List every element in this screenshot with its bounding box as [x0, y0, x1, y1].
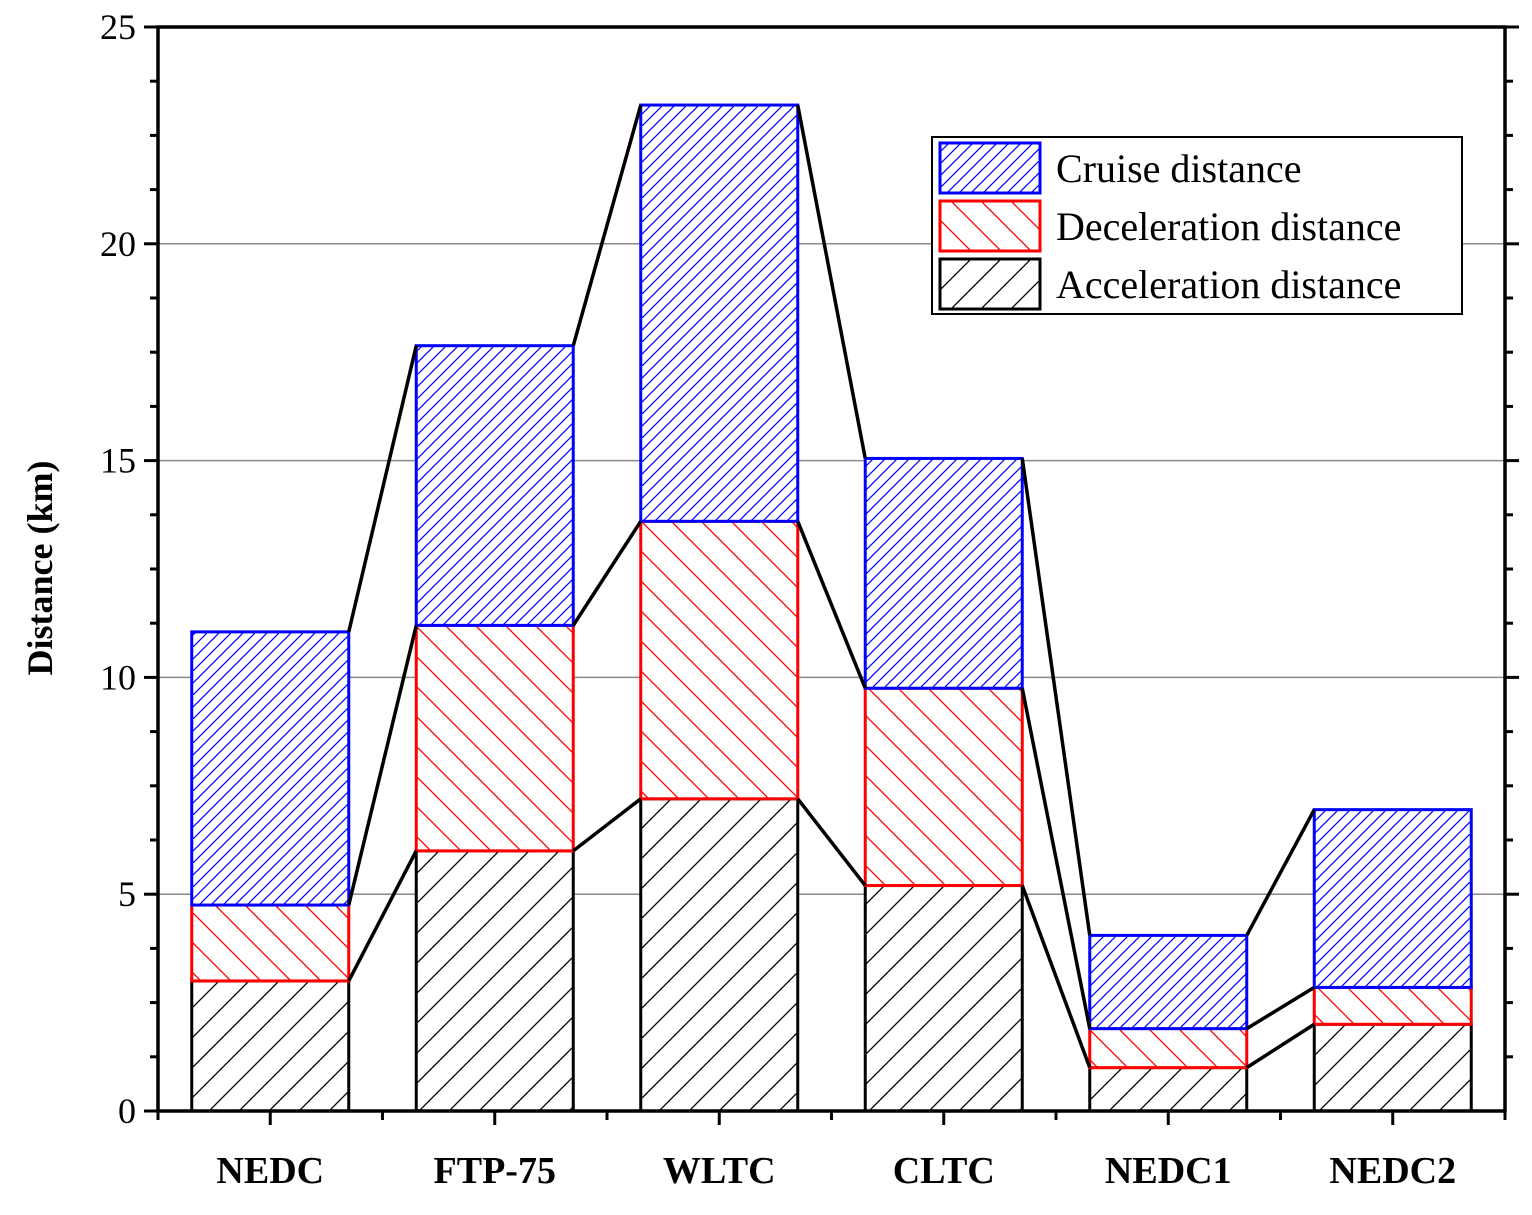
bar-segment-cruise-distance [639, 103, 800, 523]
x-tick-label: NEDC [216, 1150, 324, 1192]
bar-segment-deceleration-distance [190, 903, 351, 983]
connector-line [1245, 1022, 1316, 1070]
connector-line [571, 520, 643, 627]
bars [190, 103, 1473, 1113]
connector-line [1245, 808, 1316, 937]
axes [144, 25, 1519, 1125]
y-tick-label: 25 [100, 7, 136, 47]
y-tick-label: 0 [118, 1091, 136, 1131]
connector-line [347, 850, 418, 982]
x-tick-label: NEDC1 [1105, 1150, 1232, 1192]
connector-line [571, 104, 643, 347]
connector-line [347, 345, 418, 633]
bar-segment-acceleration-distance [190, 979, 351, 1113]
connector-line [796, 104, 867, 459]
connector-line [1020, 458, 1092, 936]
x-tick-label: WLTC [663, 1150, 776, 1192]
bar-segment-acceleration-distance [1088, 1066, 1249, 1113]
y-tick-label: 15 [100, 441, 136, 481]
gridlines [158, 243, 1505, 895]
legend-label: Deceleration distance [1056, 204, 1401, 249]
bar-segment-deceleration-distance [1312, 985, 1473, 1026]
bar-segment-cruise-distance [414, 344, 575, 627]
legend-label: Cruise distance [1056, 146, 1302, 191]
connector-line [1245, 985, 1316, 1031]
connector-line [796, 520, 867, 689]
bar-segment-acceleration-distance [639, 797, 800, 1113]
labels: 0 5 10 15 20 25 NEDC FTP-75 WLTC CLTC NEDC1 NEDC2 [100, 7, 1456, 1192]
bar-segment-cruise-distance [863, 456, 1024, 690]
connector-line [796, 797, 867, 887]
bar-segment-cruise-distance [1088, 933, 1249, 1031]
bar-segment-deceleration-distance [863, 686, 1024, 888]
legend: Cruise distance Deceleration distance Acce… [931, 136, 1463, 315]
y-tick-label: 20 [100, 224, 136, 264]
y-tick-label: 5 [118, 874, 136, 914]
x-tick-label: FTP-75 [434, 1150, 556, 1192]
bar-segment-deceleration-distance [414, 623, 575, 853]
connector-line [347, 624, 418, 906]
connector-line [572, 797, 642, 853]
connector-line [1020, 687, 1092, 1029]
y-axis-title: Distance (km) [20, 461, 60, 676]
bar-segment-acceleration-distance [863, 884, 1024, 1113]
bar-segment-cruise-distance [1312, 808, 1473, 989]
legend-swatch [938, 141, 1042, 195]
bar-segment-deceleration-distance [1088, 1027, 1249, 1070]
x-tick-label: NEDC2 [1329, 1150, 1456, 1192]
legend-swatch [938, 199, 1042, 253]
bar-segment-deceleration-distance [639, 519, 800, 801]
connector-lines [347, 104, 1316, 1070]
x-tick-label: CLTC [893, 1150, 995, 1192]
legend-swatch [938, 257, 1042, 311]
y-tick-label: 10 [100, 657, 136, 697]
bar-segment-cruise-distance [190, 630, 351, 907]
legend-label: Acceleration distance [1056, 262, 1401, 307]
bar-segment-acceleration-distance [1312, 1022, 1473, 1113]
connector-line [1020, 884, 1092, 1069]
bar-segment-acceleration-distance [414, 849, 575, 1113]
